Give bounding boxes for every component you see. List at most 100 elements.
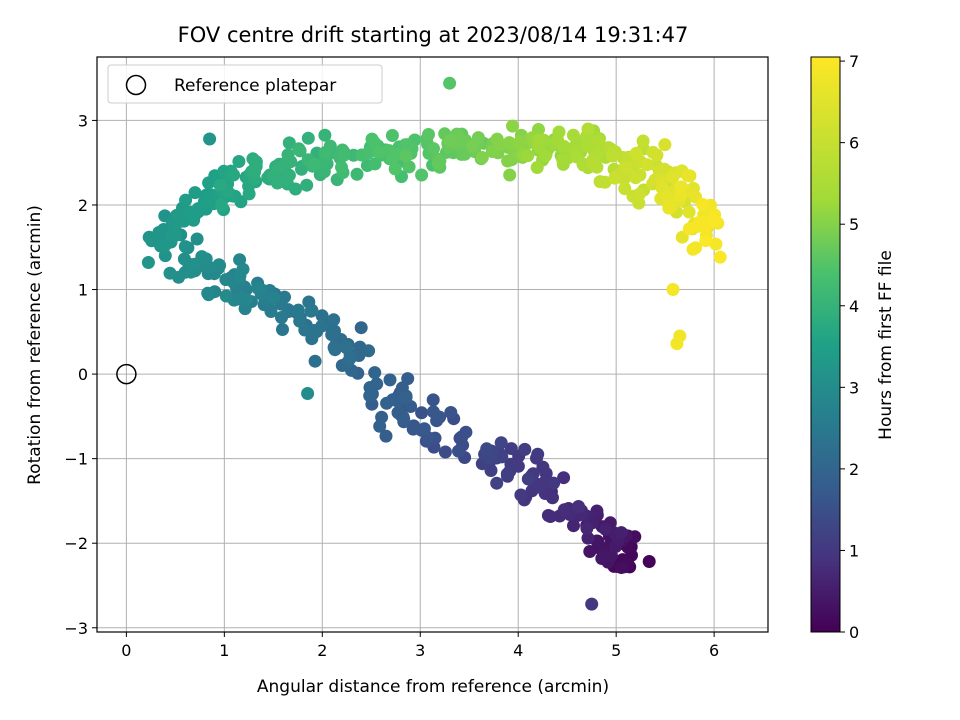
- data-point: [658, 138, 672, 152]
- data-point: [343, 352, 357, 366]
- data-point: [401, 138, 415, 152]
- data-point: [681, 169, 695, 183]
- data-point: [188, 257, 202, 271]
- data-point: [443, 76, 457, 90]
- colorbar-tick-label: 5: [849, 215, 859, 234]
- legend-box: [107, 64, 383, 104]
- legend-marker: [125, 74, 147, 96]
- data-point: [282, 136, 296, 150]
- data-point: [318, 146, 332, 159]
- data-point: [581, 122, 595, 136]
- data-point: [431, 157, 445, 171]
- data-point: [443, 134, 457, 148]
- data-point: [590, 504, 604, 518]
- data-point: [666, 170, 680, 184]
- data-point: [557, 503, 571, 517]
- data-point: [494, 436, 508, 450]
- data-point: [201, 286, 215, 300]
- data-point: [179, 193, 193, 207]
- data-point: [327, 341, 341, 354]
- data-point: [213, 178, 227, 192]
- chart-title: FOV centre drift starting at 2023/08/14 …: [178, 23, 689, 47]
- data-point: [444, 406, 458, 419]
- data-point: [350, 167, 364, 181]
- data-point: [354, 321, 368, 335]
- data-point: [480, 442, 494, 456]
- colorbar-tick-label: 1: [849, 541, 859, 560]
- data-point: [458, 147, 472, 161]
- data-point: [696, 198, 710, 211]
- data-point: [427, 142, 440, 156]
- data-point: [466, 139, 480, 153]
- data-point: [372, 145, 386, 159]
- data-point: [293, 144, 307, 158]
- colorbar-ticks: 0 1 2 3 4 5 6 7: [840, 52, 859, 642]
- x-axis-ticks: 0 1 2 3 4 5 6: [121, 632, 719, 660]
- y-tick-label: 3: [78, 111, 88, 130]
- data-point: [315, 319, 329, 333]
- data-point: [650, 148, 664, 162]
- data-point: [518, 442, 532, 456]
- data-point: [506, 119, 519, 133]
- data-point: [556, 153, 570, 167]
- y-tick-label: 1: [78, 281, 88, 300]
- data-point: [170, 208, 184, 222]
- data-point: [567, 519, 580, 533]
- data-point: [388, 162, 402, 176]
- reference-platepar-marker: [116, 363, 137, 385]
- data-point: [642, 555, 656, 568]
- data-point: [417, 422, 431, 436]
- data-point: [608, 171, 622, 185]
- data-point: [407, 419, 421, 433]
- data-point: [362, 344, 376, 358]
- data-point: [415, 406, 429, 420]
- data-point: [662, 201, 676, 215]
- data-point: [670, 337, 684, 351]
- colorbar-tick-label: 4: [849, 297, 859, 316]
- data-point: [557, 139, 571, 153]
- plot-frame: [96, 56, 769, 633]
- y-tick-label: −2: [64, 534, 88, 553]
- data-point: [178, 240, 192, 254]
- data-point: [368, 366, 382, 380]
- data-point: [502, 136, 516, 150]
- colorbar: 0 1 2 3 4 5 6 7 Hours from first FF file: [810, 52, 896, 642]
- data-point: [438, 445, 452, 459]
- data-point: [293, 314, 307, 328]
- data-point: [422, 128, 435, 141]
- y-axis-ticks: −3 −2 −1 0 1 2 3: [64, 111, 97, 638]
- data-point: [521, 149, 535, 163]
- data-point: [301, 387, 315, 400]
- data-point: [291, 303, 305, 317]
- data-point: [251, 281, 264, 295]
- data-point: [606, 149, 619, 163]
- data-point: [361, 146, 375, 160]
- x-tick-label: 4: [513, 641, 523, 660]
- data-point: [640, 158, 654, 172]
- data-point: [248, 165, 262, 179]
- data-point: [337, 148, 351, 162]
- data-point: [538, 149, 552, 163]
- data-point: [373, 419, 387, 433]
- data-point: [383, 373, 397, 387]
- x-tick-label: 1: [219, 641, 229, 660]
- data-point: [402, 160, 416, 174]
- x-tick-label: 6: [709, 641, 719, 660]
- data-point: [281, 169, 295, 183]
- data-point: [452, 444, 465, 458]
- data-point: [380, 396, 394, 410]
- data-point: [500, 467, 514, 481]
- colorbar-gradient: [810, 56, 841, 633]
- data-point: [328, 324, 341, 338]
- data-point: [456, 135, 470, 148]
- y-tick-label: −3: [64, 619, 88, 638]
- data-point: [580, 521, 594, 535]
- data-point: [629, 146, 643, 160]
- data-point: [304, 304, 318, 318]
- data-point: [335, 160, 348, 174]
- data-point: [591, 135, 605, 149]
- data-point: [158, 249, 172, 263]
- x-tick-label: 2: [317, 641, 327, 660]
- y-axis-label: Rotation from reference (arcmin): [25, 205, 45, 485]
